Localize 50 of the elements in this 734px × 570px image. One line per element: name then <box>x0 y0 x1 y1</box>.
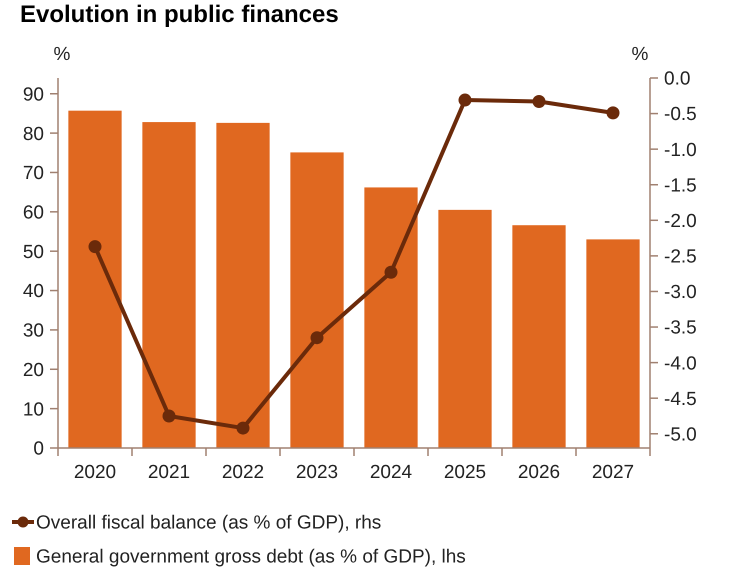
y2-tick-label: -2.0 <box>664 210 697 232</box>
y-tick-label: 10 <box>22 399 44 420</box>
y-tick-label: 90 <box>22 84 44 106</box>
y2-tick-label: -4.5 <box>664 388 697 410</box>
x-tick-label: 2021 <box>148 462 190 483</box>
bar <box>216 122 270 448</box>
bar <box>512 225 566 448</box>
x-tick-label: 2027 <box>592 462 634 483</box>
x-tick-label: 2022 <box>222 462 264 483</box>
y2-tick-label: -0.5 <box>664 104 697 126</box>
y-tick-label: 0 <box>33 438 44 460</box>
x-tick-label: 2020 <box>74 462 116 483</box>
point <box>88 240 102 254</box>
y2-tick-label: -4.0 <box>664 353 697 374</box>
y-tick-label: 50 <box>22 242 44 263</box>
point <box>532 94 546 108</box>
bar <box>290 152 344 448</box>
point <box>606 106 620 120</box>
point <box>458 94 472 107</box>
y-tick-label: 80 <box>22 124 44 145</box>
bar <box>438 210 492 448</box>
y2-tick-label: -1.0 <box>664 140 697 161</box>
point <box>236 422 250 435</box>
x-tick-label: 2025 <box>444 462 486 483</box>
bar <box>586 239 640 448</box>
y-axis-title: % <box>54 44 71 65</box>
y2-tick-label: -5.0 <box>664 424 697 446</box>
bar <box>142 122 196 448</box>
point <box>310 331 324 344</box>
bar <box>68 110 122 448</box>
legend-label: Overall fiscal balance (as % of GDP), rhs <box>36 512 382 534</box>
legend-label: General government gross debt (as % of GDP), lhs <box>36 546 466 568</box>
point <box>384 266 398 279</box>
y-tick-label: 60 <box>22 202 44 224</box>
y-tick-label: 20 <box>22 360 44 381</box>
x-tick-label: 2023 <box>296 462 338 483</box>
point <box>162 409 176 422</box>
x-tick-label: 2024 <box>370 462 413 483</box>
x-tick-label: 2026 <box>518 462 560 483</box>
chart-title: Evolution in public finances <box>20 1 339 28</box>
y-tick-label: 70 <box>22 163 44 184</box>
y-tick-label: 30 <box>22 320 44 342</box>
y2-tick-label: -3.0 <box>664 282 697 304</box>
y2-tick-label: -2.5 <box>664 246 697 268</box>
y2-axis-title: % <box>632 44 649 65</box>
y-tick-label: 40 <box>22 281 44 302</box>
y2-tick-label: -3.5 <box>664 318 697 339</box>
bar <box>364 187 418 448</box>
y2-tick-label: -1.5 <box>664 175 697 196</box>
y2-tick-label: 0.0 <box>664 68 690 90</box>
